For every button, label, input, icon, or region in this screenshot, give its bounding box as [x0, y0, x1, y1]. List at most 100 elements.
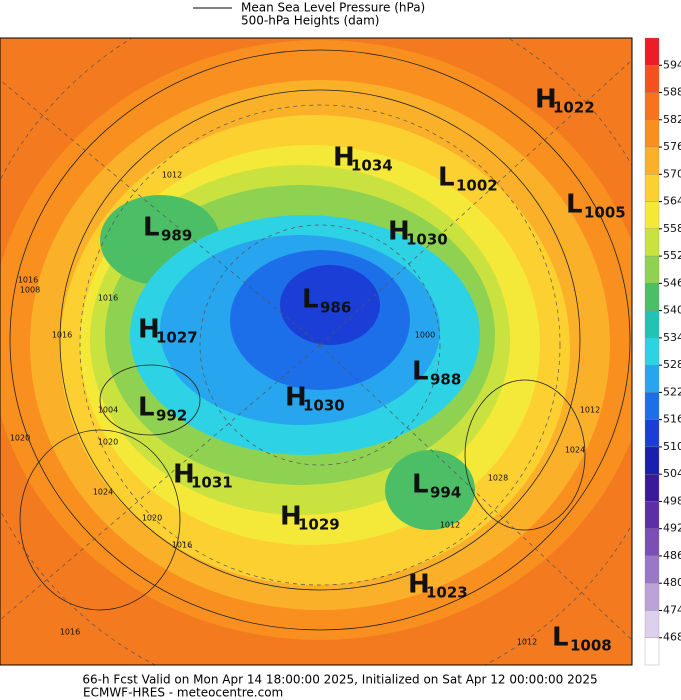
colorbar-label: 474: [663, 603, 681, 616]
colorbar-label: 516: [663, 413, 681, 426]
isobar-label: 1020: [142, 514, 162, 523]
colorbar-label: 492: [663, 522, 681, 535]
colorbar-label: 570: [663, 167, 681, 180]
center-letter: L: [566, 190, 583, 220]
center-value: 994: [430, 484, 461, 502]
center-letter: H: [138, 315, 160, 345]
center-letter: H: [388, 217, 410, 247]
center-letter: H: [535, 85, 557, 115]
center-value: 1029: [298, 516, 340, 534]
center-value: 1023: [426, 584, 468, 602]
colorbar-bin: [644, 337, 660, 366]
isobar-label: 1000: [415, 331, 435, 340]
isobar-label: 1024: [565, 446, 585, 455]
center-value: 1031: [191, 474, 233, 492]
isobar-label: 1012: [517, 638, 537, 647]
center-value: 992: [156, 407, 187, 425]
center-letter: L: [143, 213, 160, 243]
center-value: 1005: [584, 204, 626, 222]
footer-text: 66-h Fcst Valid on Mon Apr 14 18:00:00 2…: [82, 673, 597, 687]
center-letter: L: [412, 470, 429, 500]
colorbar-label: 528: [663, 358, 681, 371]
center-value: 1034: [351, 157, 393, 175]
center-value: 986: [320, 299, 351, 317]
colorbar-bin: [644, 610, 660, 638]
colorbar-bin: [644, 201, 660, 229]
center-letter: L: [302, 285, 319, 315]
colorbar-label: 588: [663, 86, 681, 99]
colorbar-bin: [644, 419, 660, 448]
colorbar-bin: [644, 255, 660, 284]
colorbar-bin: [644, 65, 660, 93]
center-value: 1030: [303, 397, 345, 415]
colorbar-label: 576: [663, 140, 681, 153]
colorbar-bin: [644, 92, 660, 120]
colorbar-label: 540: [663, 304, 681, 317]
center-value: 1002: [456, 177, 498, 195]
colorbar-bin: [644, 474, 660, 502]
center-letter: H: [173, 460, 195, 490]
colorbar-bin: [644, 146, 660, 175]
colorbar-bin: [644, 637, 660, 666]
colorbar-label: 534: [663, 331, 681, 344]
center-value: 988: [430, 371, 461, 389]
colorbar-bin: [644, 119, 660, 148]
legend-text: Mean Sea Level Pressure (hPa): [241, 1, 425, 15]
isobar-label: 1004: [98, 406, 118, 415]
colorbar-bin: [644, 37, 660, 66]
center-value: 989: [161, 227, 192, 245]
colorbar-label: 552: [663, 249, 681, 262]
isobar-label: 1012: [440, 521, 460, 530]
center-letter: H: [280, 502, 302, 532]
colorbar-label: 498: [663, 494, 681, 507]
colorbar-bin: [644, 228, 660, 257]
isobar-label: 1008: [20, 286, 40, 295]
isobar-label: 1016: [18, 276, 38, 285]
center-value: 1030: [406, 231, 448, 249]
isobar-label: 1016: [52, 331, 72, 340]
colorbar-label: 582: [663, 113, 681, 126]
isobar-label: 1016: [98, 294, 118, 303]
center-value: 1008: [570, 637, 612, 655]
colorbar-label: 480: [663, 576, 681, 589]
colorbar-label: 522: [663, 385, 681, 398]
colorbar-label: 564: [663, 195, 681, 208]
legend-text: 500-hPa Heights (dam): [241, 14, 379, 28]
colorbar-bin: [644, 555, 660, 584]
isobar-label: 1020: [98, 438, 118, 447]
colorbar-label: 510: [663, 440, 681, 453]
colorbar-label: 594: [663, 58, 681, 71]
center-letter: L: [552, 623, 569, 653]
colorbar-bin: [644, 174, 660, 202]
center-letter: H: [285, 383, 307, 413]
center-letter: L: [412, 357, 429, 387]
colorbar-bin: [644, 583, 660, 611]
colorbar-label: 504: [663, 467, 681, 480]
colorbar-label: 546: [663, 276, 681, 289]
isobar-label: 1016: [60, 628, 80, 637]
colorbar-bin: [644, 364, 660, 393]
isobar-label: 1016: [172, 541, 192, 550]
colorbar-bin: [644, 392, 660, 420]
colorbar-bin: [644, 283, 660, 311]
colorbar-label: 468: [663, 631, 681, 644]
colorbar-label: 486: [663, 549, 681, 562]
isobar-label: 1028: [488, 474, 508, 483]
footer-text: ECMWF-HRES - meteocentre.com: [83, 686, 283, 700]
colorbar-label: 558: [663, 222, 681, 235]
center-letter: L: [438, 163, 455, 193]
center-letter: L: [138, 393, 155, 423]
isobar-label: 1012: [580, 406, 600, 415]
isobar-label: 1012: [162, 171, 182, 180]
colorbar-bin: [644, 501, 660, 529]
isobar-label: 1020: [10, 434, 30, 443]
isobar-label: 1024: [93, 488, 113, 497]
colorbar-bin: [644, 528, 660, 557]
colorbar-bin: [644, 446, 660, 475]
center-value: 1027: [156, 329, 198, 347]
map-frame: [0, 37, 633, 666]
center-value: 1022: [553, 99, 595, 117]
colorbar-bin: [644, 310, 660, 339]
